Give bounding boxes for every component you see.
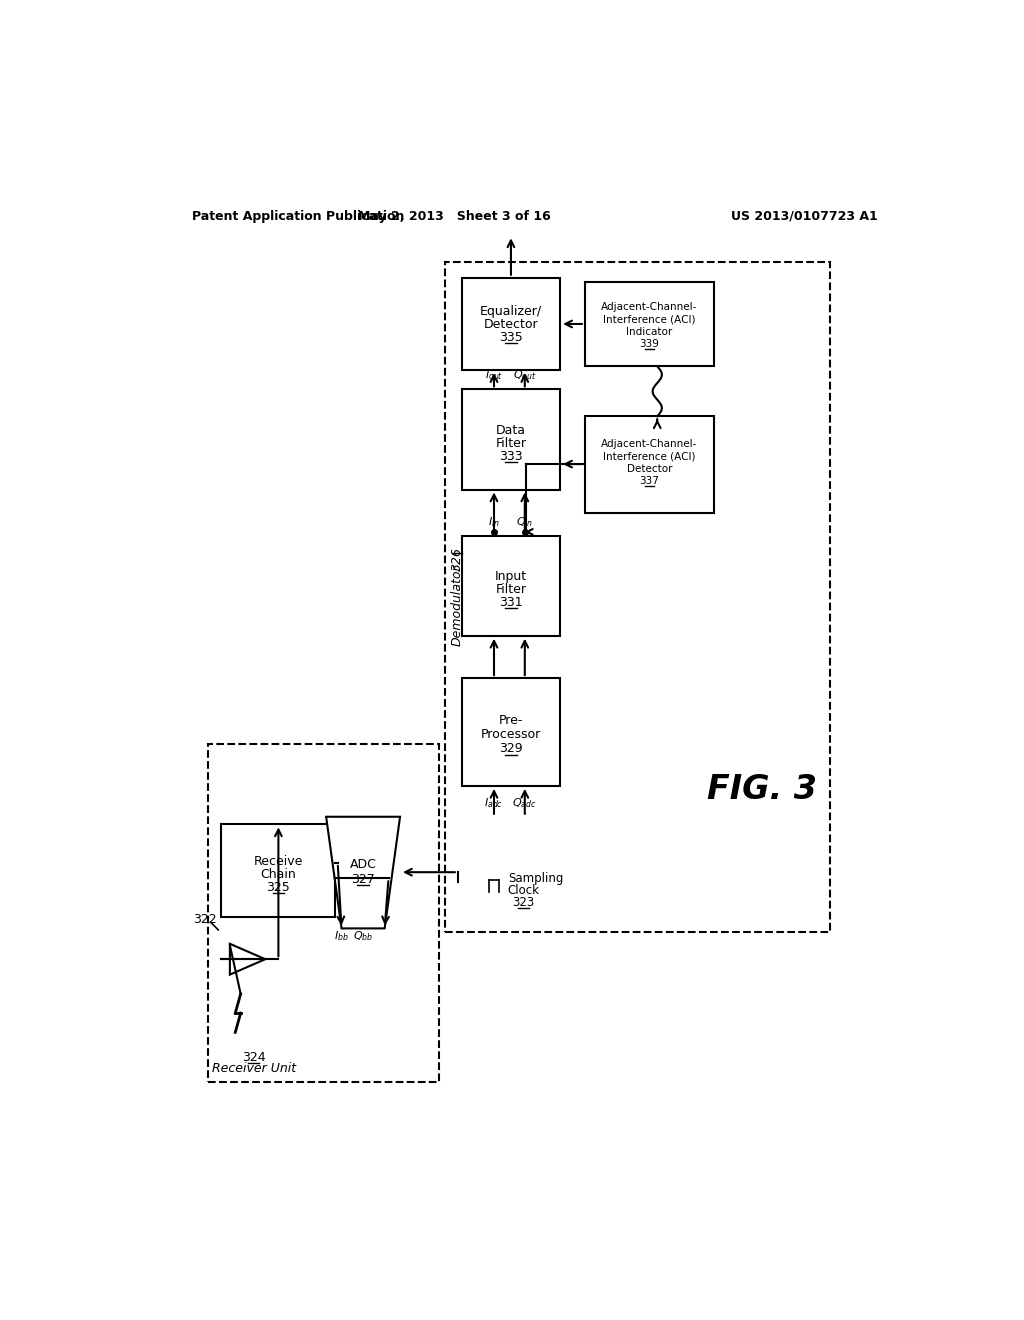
Bar [462,389,560,490]
Text: Clock: Clock [508,884,540,898]
Bar [444,263,829,932]
Text: 325: 325 [266,880,290,894]
Bar [221,825,336,917]
Text: Equalizer/: Equalizer/ [480,305,542,318]
Text: $Q_{in}$: $Q_{in}$ [516,515,534,529]
Bar [462,678,560,785]
Bar [208,743,438,1082]
Text: Pre-: Pre- [499,714,523,727]
Text: $Q_{bb}$: $Q_{bb}$ [353,929,373,942]
Polygon shape [326,817,400,928]
Text: Processor: Processor [481,727,541,741]
Text: 322: 322 [194,912,217,925]
Text: Chain: Chain [260,869,296,880]
Text: 335: 335 [499,331,523,345]
Text: $Q_{out}$: $Q_{out}$ [513,368,537,383]
Text: Patent Application Publication: Patent Application Publication [193,210,404,223]
Bar [462,277,560,370]
Text: Adjacent-Channel-: Adjacent-Channel- [601,440,697,449]
Text: 329: 329 [499,742,523,755]
Text: 337: 337 [640,477,659,486]
Bar [585,416,714,512]
Text: $I_{in}$: $I_{in}$ [488,515,500,529]
Text: Data: Data [496,424,526,437]
Text: Filter: Filter [496,437,526,450]
Text: Sampling: Sampling [508,871,563,884]
Text: $I_{adc}$: $I_{adc}$ [484,796,504,809]
Text: Filter: Filter [496,583,526,597]
Bar [585,281,714,367]
Text: 323: 323 [512,896,535,909]
Text: 333: 333 [499,450,523,463]
Text: $Q_{adc}$: $Q_{adc}$ [512,796,538,809]
Text: ADC: ADC [349,858,377,871]
Text: $I_{out}$: $I_{out}$ [485,368,503,383]
Text: Indicator: Indicator [627,326,673,337]
Bar [462,536,560,636]
Text: Receive: Receive [254,855,303,869]
Text: May 2, 2013   Sheet 3 of 16: May 2, 2013 Sheet 3 of 16 [357,210,550,223]
Text: 331: 331 [499,597,523,610]
Text: Input: Input [495,570,527,583]
Text: Adjacent-Channel-: Adjacent-Channel- [601,302,697,312]
Text: Detector: Detector [483,318,539,331]
Text: Interference (ACI): Interference (ACI) [603,314,695,325]
Text: FIG. 3: FIG. 3 [707,774,817,807]
Text: Interference (ACI): Interference (ACI) [603,451,695,462]
Text: 326: 326 [451,546,464,570]
Text: $I_{bb}$: $I_{bb}$ [334,929,349,942]
Text: US 2013/0107723 A1: US 2013/0107723 A1 [731,210,878,223]
Text: Detector: Detector [627,463,673,474]
Text: 327: 327 [351,874,375,887]
Text: 339: 339 [640,339,659,348]
Text: 324: 324 [242,1051,265,1064]
Text: Receiver Unit: Receiver Unit [212,1063,296,1074]
Text: Demodulator: Demodulator [451,564,464,645]
